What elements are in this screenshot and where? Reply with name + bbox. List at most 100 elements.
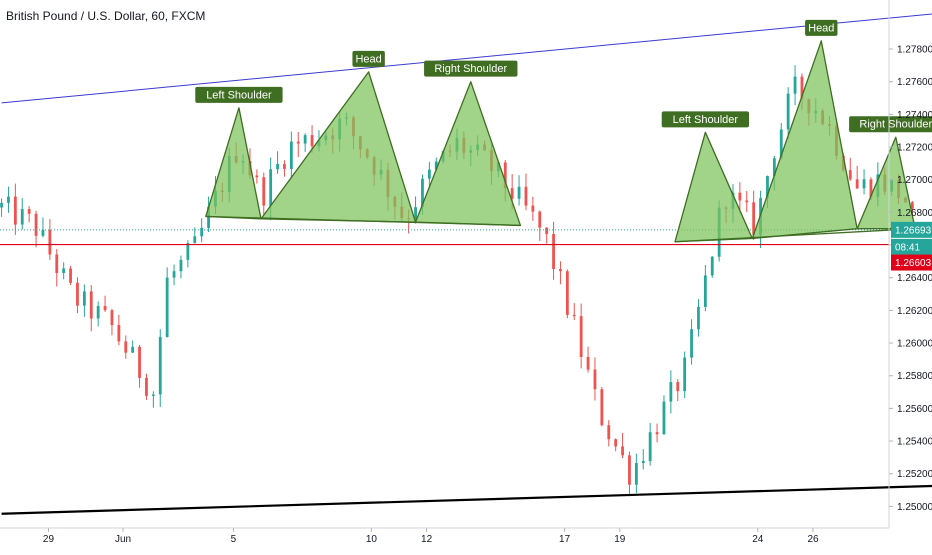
pattern2-triangle-2[interactable] bbox=[751, 40, 858, 240]
candle-body bbox=[524, 186, 528, 206]
candle-body bbox=[690, 329, 693, 358]
y-tick-label: 1.27000 bbox=[897, 175, 932, 186]
candle-body bbox=[62, 268, 66, 273]
candle-body bbox=[641, 460, 645, 464]
current-price-tag[interactable]: 1.26693 bbox=[891, 221, 932, 238]
candle-body bbox=[648, 432, 652, 461]
candle-body bbox=[848, 170, 852, 180]
y-tick-label: 1.25800 bbox=[897, 371, 932, 382]
candle-body bbox=[0, 202, 3, 208]
x-tick-label: Jun bbox=[115, 534, 131, 545]
candle-body bbox=[269, 169, 273, 206]
candle-body bbox=[586, 356, 590, 370]
candle-body bbox=[7, 196, 10, 203]
candle-body bbox=[531, 205, 535, 212]
pattern1-neckline[interactable] bbox=[205, 215, 521, 227]
y-tick-label: 1.27200 bbox=[897, 143, 932, 154]
candle-body bbox=[310, 135, 314, 147]
x-tick-label: 24 bbox=[752, 534, 764, 545]
candle-body bbox=[710, 256, 714, 276]
label-right-shoulder-2[interactable]: Right Shoulder bbox=[849, 116, 932, 133]
candle-body bbox=[779, 129, 783, 159]
candle-body bbox=[34, 213, 38, 236]
candle-body bbox=[869, 179, 873, 198]
candle-body bbox=[565, 271, 569, 315]
candle-body bbox=[414, 207, 417, 220]
candle-body bbox=[752, 202, 756, 235]
labels-layer: Left Shoulder Head Right Shoulder Left Shou… bbox=[195, 19, 932, 133]
label-right-shoulder-1-text: Right Shoulder bbox=[434, 63, 507, 75]
candle-body bbox=[572, 314, 576, 317]
candle-body bbox=[20, 209, 24, 225]
candle-body bbox=[186, 243, 190, 260]
countdown-tag[interactable]: 08:41 bbox=[891, 238, 932, 255]
candle-body bbox=[786, 93, 790, 130]
upper-trend-line[interactable] bbox=[1, 0, 932, 104]
candle-body bbox=[276, 163, 279, 170]
y-tick-label: 1.26200 bbox=[897, 306, 932, 317]
candle-body bbox=[600, 389, 604, 426]
candle-body bbox=[855, 179, 859, 189]
label-head-2[interactable]: Head bbox=[805, 19, 838, 36]
candle-body bbox=[738, 192, 742, 201]
candle-body bbox=[165, 277, 169, 338]
label-right-shoulder-2-bg bbox=[849, 116, 932, 133]
y-tick-label: 1.26800 bbox=[897, 208, 932, 219]
neckline-price-tag[interactable]: 1.26603 bbox=[891, 254, 932, 271]
pattern2-triangle-3[interactable] bbox=[856, 136, 916, 230]
candle-body bbox=[676, 382, 680, 392]
candle-body bbox=[89, 291, 93, 319]
x-tick-label: 12 bbox=[421, 534, 433, 545]
candle-body bbox=[27, 209, 31, 214]
pattern2-neckline[interactable] bbox=[674, 228, 916, 243]
y-tick-label: 1.27400 bbox=[897, 110, 932, 121]
candle-body bbox=[193, 236, 197, 244]
candle-body bbox=[434, 161, 438, 170]
candle-body bbox=[510, 188, 514, 199]
candle-body bbox=[655, 432, 659, 435]
candle-body bbox=[593, 369, 597, 390]
label-left-shoulder-1-text: Left Shoulder bbox=[206, 89, 272, 101]
candle-body bbox=[82, 291, 86, 306]
candle-body bbox=[179, 259, 183, 272]
lower-trend-line[interactable] bbox=[1, 477, 932, 515]
label-head-1[interactable]: Head bbox=[352, 50, 385, 67]
label-right-shoulder-2-text: Right Shoulder bbox=[859, 119, 932, 131]
candle-body bbox=[55, 254, 59, 273]
candle-body bbox=[766, 176, 769, 199]
candle-body bbox=[683, 357, 687, 392]
candle-body bbox=[634, 463, 638, 485]
current-price-tag-bg bbox=[891, 221, 932, 238]
countdown-tag-bg bbox=[891, 238, 932, 255]
x-tick-label: 17 bbox=[559, 534, 571, 545]
y-tick-label: 1.27800 bbox=[897, 45, 932, 56]
candle-body bbox=[145, 377, 148, 396]
label-left-shoulder-2[interactable]: Left Shoulder bbox=[661, 111, 750, 128]
candle-body bbox=[559, 269, 562, 272]
y-tick-label: 1.25000 bbox=[897, 502, 932, 513]
x-tick-label: 5 bbox=[231, 534, 237, 545]
neckline-price-tag-text: 1.26603 bbox=[895, 258, 932, 269]
candle-body bbox=[69, 268, 72, 283]
candle-body bbox=[628, 455, 631, 485]
x-tick-label: 19 bbox=[614, 534, 626, 545]
label-head-2-text: Head bbox=[808, 22, 834, 34]
candle-body bbox=[41, 229, 45, 236]
candle-body bbox=[614, 439, 618, 447]
candle-body bbox=[421, 178, 424, 208]
candle-body bbox=[545, 227, 549, 234]
y-tick-label: 1.25400 bbox=[897, 437, 932, 448]
candle-body bbox=[793, 76, 797, 94]
label-left-shoulder-1[interactable]: Left Shoulder bbox=[195, 86, 283, 103]
label-left-shoulder-2-bg bbox=[661, 111, 750, 128]
candle-body bbox=[283, 163, 286, 169]
label-right-shoulder-1[interactable]: Right Shoulder bbox=[424, 60, 518, 77]
candle-body bbox=[800, 76, 804, 100]
candle-body bbox=[703, 275, 707, 307]
candle-body bbox=[538, 211, 542, 228]
lines-layer bbox=[0, 0, 932, 515]
candle-body bbox=[427, 169, 431, 179]
candle-body bbox=[862, 179, 866, 189]
